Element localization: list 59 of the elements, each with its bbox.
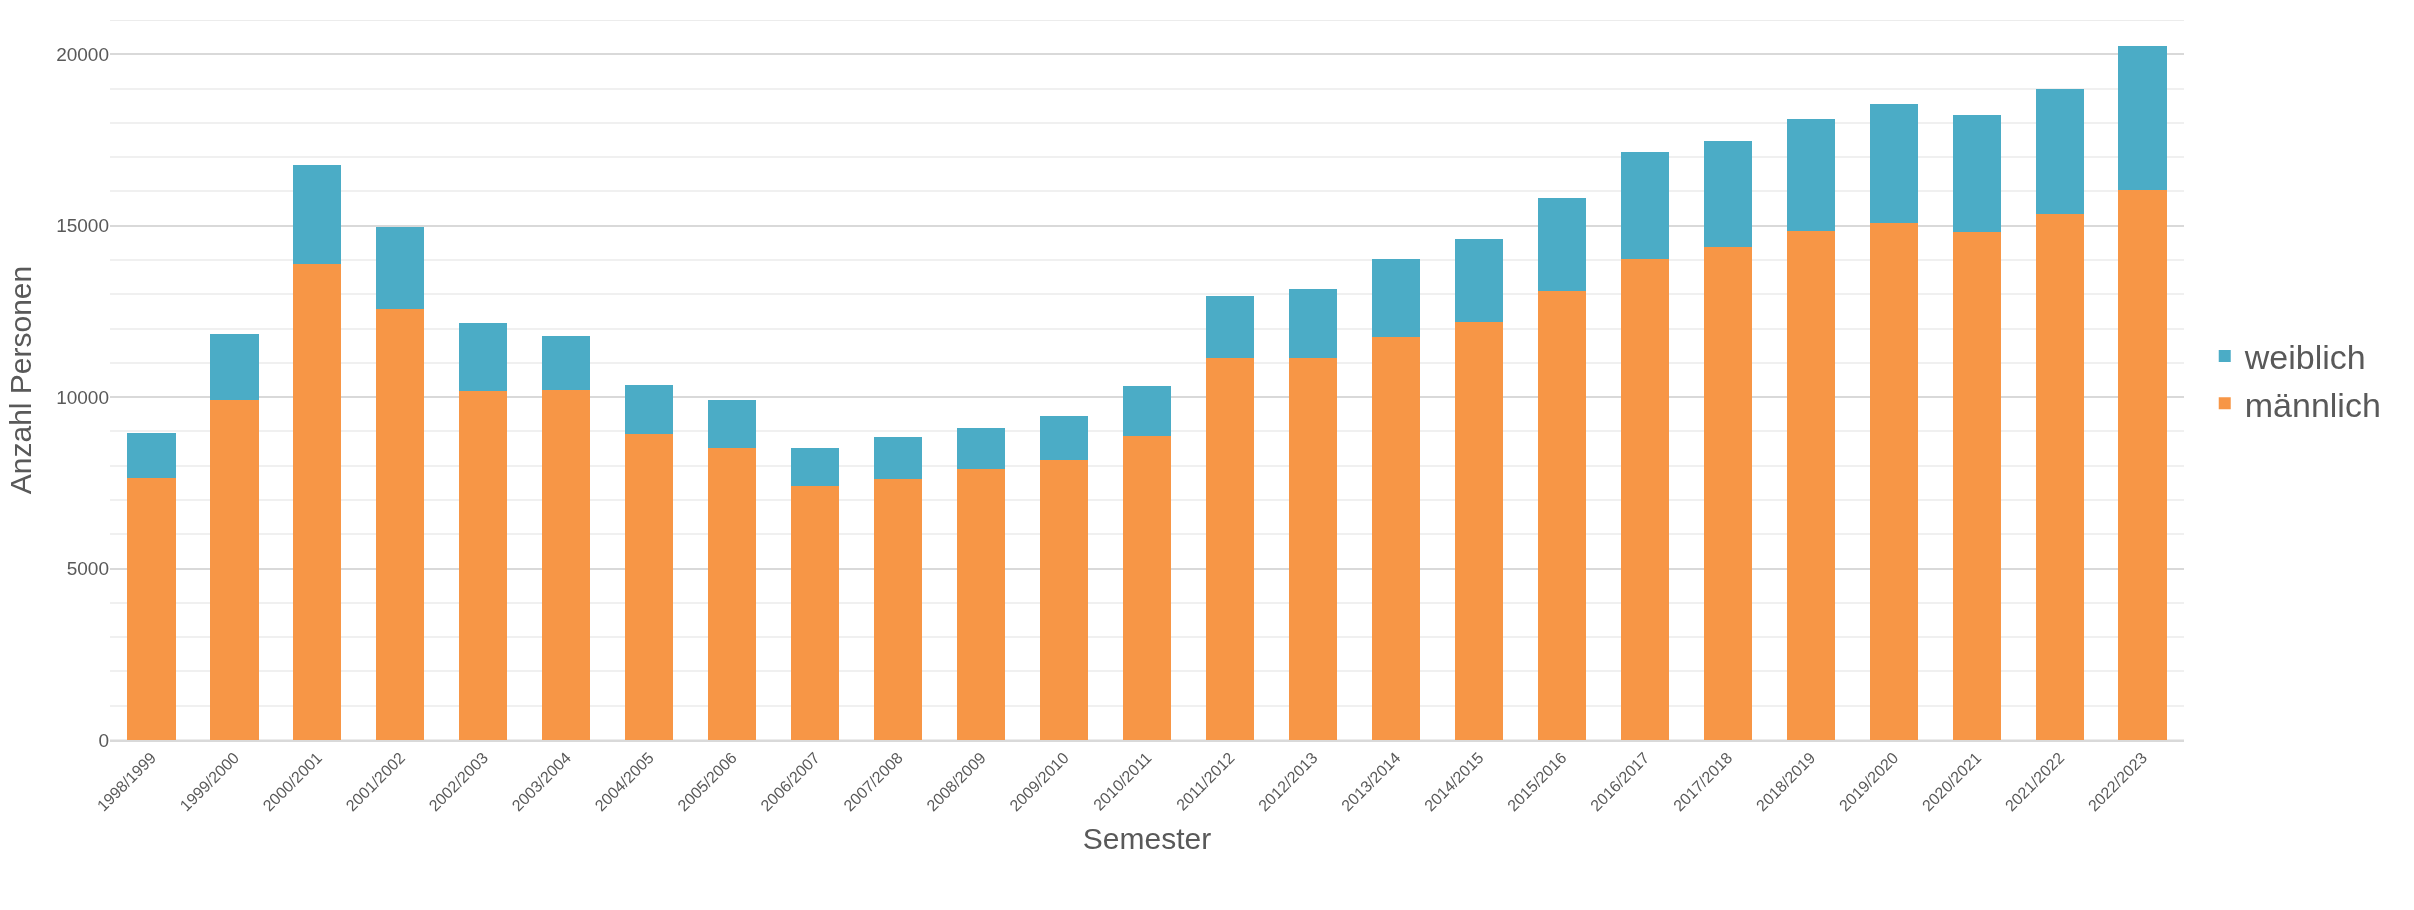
bar [874,437,923,479]
bar [1205,295,1255,358]
bar [1703,141,1752,247]
bar [1620,259,1669,740]
legend-label: männlich [2244,385,2381,424]
bar [1371,336,1420,740]
bar [1039,459,1089,740]
bar [1537,197,1586,292]
bar [791,447,840,487]
bar [210,334,259,400]
bar [708,399,757,448]
bar [542,335,591,390]
bar [293,263,342,740]
bar [1454,322,1503,740]
y-tick-label: 10000 [56,386,109,408]
bar [625,434,674,740]
bar [1537,291,1586,740]
y-tick-label: 20000 [56,43,109,65]
legend-label: weiblich [2243,338,2366,377]
bar [1786,119,1835,231]
bar [2118,46,2167,191]
bar [1205,357,1255,740]
bar [1454,238,1503,323]
bar [957,427,1006,470]
bar [874,478,923,740]
bar [1869,104,1918,223]
bar [957,469,1006,740]
bar [1039,415,1089,460]
bar [376,227,425,310]
bar [625,384,674,435]
x-axis-title: Semester [1082,822,1212,856]
bar [1288,357,1337,740]
bar [376,309,425,740]
bar [542,389,591,740]
bar [2118,190,2167,740]
bar [1122,386,1172,436]
bar [791,486,840,740]
bar [1786,230,1835,740]
bar [2035,214,2084,740]
bar [293,164,342,264]
bar [1952,231,2001,740]
bar [1288,288,1337,358]
bar [459,323,508,391]
bar [210,399,259,740]
y-tick-label: 0 [98,729,109,751]
bar [1869,222,1918,740]
bar [1122,435,1172,740]
bar [127,477,176,740]
y-tick-label: 15000 [56,215,109,237]
bar [2035,89,2084,215]
bar [708,447,757,740]
bar [1952,114,2001,232]
y-tick-label: 5000 [66,558,109,580]
bar [1703,246,1752,740]
bar [459,390,508,740]
bar [127,433,176,478]
y-axis-title: Anzahl Personen [4,265,38,495]
bar [1620,152,1669,260]
bar [1371,259,1420,337]
